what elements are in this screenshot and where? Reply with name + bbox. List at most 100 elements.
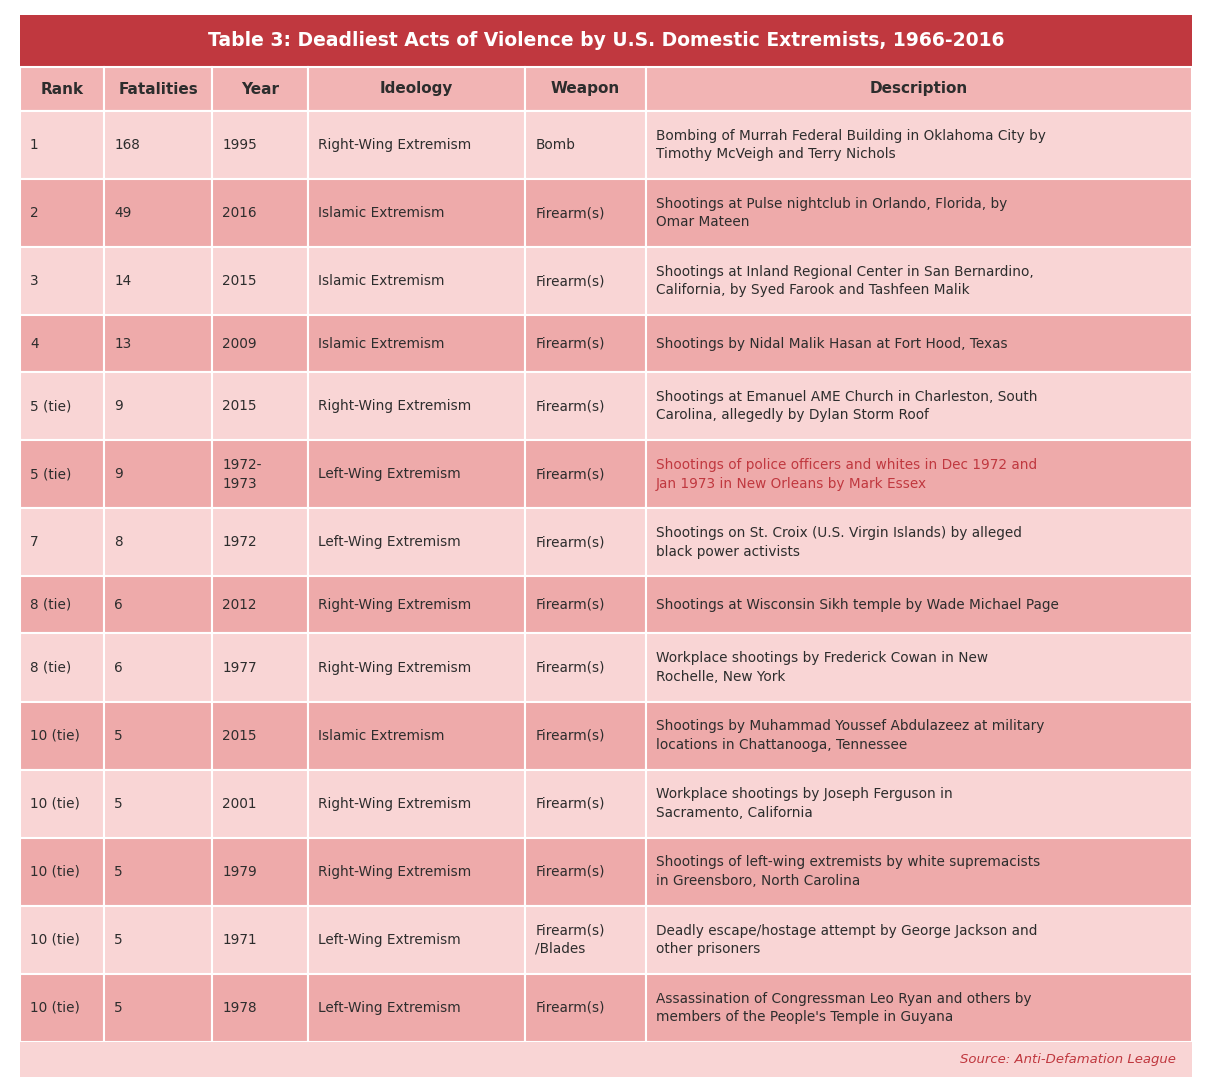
Text: 10 (tie): 10 (tie) (30, 1001, 80, 1014)
Text: 1971: 1971 (222, 933, 257, 947)
Text: 7: 7 (30, 535, 39, 549)
Text: Year: Year (241, 82, 279, 96)
Text: 1979: 1979 (222, 865, 257, 879)
Text: Firearm(s): Firearm(s) (536, 206, 605, 221)
Text: Firearm(s): Firearm(s) (536, 865, 605, 879)
Bar (525, 509, 646, 577)
Text: Firearm(s): Firearm(s) (536, 661, 605, 675)
Text: Firearm(s): Firearm(s) (536, 400, 605, 413)
Bar (104, 111, 212, 179)
Bar (212, 701, 308, 770)
Text: 14: 14 (114, 274, 132, 288)
Bar (104, 905, 212, 974)
Text: 49: 49 (114, 206, 132, 221)
Text: 5 (tie): 5 (tie) (30, 400, 72, 413)
Bar (525, 838, 646, 905)
Text: 2001: 2001 (222, 797, 257, 810)
Text: 8 (tie): 8 (tie) (30, 661, 72, 675)
Bar (525, 770, 646, 838)
Text: Weapon: Weapon (551, 82, 621, 96)
Text: 10 (tie): 10 (tie) (30, 797, 80, 810)
Text: Bombing of Murrah Federal Building in Oklahoma City by
Timothy McVeigh and Terry: Bombing of Murrah Federal Building in Ok… (656, 129, 1046, 162)
Text: Bomb: Bomb (536, 138, 574, 152)
Bar (21, 974, 104, 1042)
Bar (21, 1042, 1191, 1077)
Bar (212, 577, 308, 633)
Bar (525, 179, 646, 247)
Text: 5: 5 (114, 728, 124, 743)
Bar (212, 905, 308, 974)
Bar (21, 770, 104, 838)
Bar (308, 838, 525, 905)
Bar (104, 509, 212, 577)
Bar (646, 577, 1191, 633)
Text: Firearm(s)
/Blades: Firearm(s) /Blades (536, 924, 605, 956)
Text: 1972: 1972 (222, 535, 257, 549)
Bar (525, 440, 646, 509)
Bar (21, 111, 104, 179)
Text: Firearm(s): Firearm(s) (536, 1001, 605, 1014)
Bar (646, 179, 1191, 247)
Text: 2016: 2016 (222, 206, 257, 221)
Bar (21, 316, 104, 372)
Bar (646, 701, 1191, 770)
Text: 168: 168 (114, 138, 141, 152)
Bar (104, 316, 212, 372)
Bar (104, 974, 212, 1042)
Bar (212, 770, 308, 838)
Bar (308, 247, 525, 316)
Bar (308, 701, 525, 770)
Text: Assassination of Congressman Leo Ryan and others by
members of the People's Temp: Assassination of Congressman Leo Ryan an… (656, 992, 1031, 1024)
Text: Rank: Rank (41, 82, 84, 96)
Bar (21, 15, 1191, 67)
Bar (646, 905, 1191, 974)
Bar (21, 247, 104, 316)
Text: Right-Wing Extremism: Right-Wing Extremism (319, 138, 471, 152)
Text: 13: 13 (114, 336, 132, 351)
Text: Left-Wing Extremism: Left-Wing Extremism (319, 1001, 461, 1014)
Text: 1972-
1973: 1972- 1973 (222, 459, 262, 490)
Bar (646, 838, 1191, 905)
Text: 2015: 2015 (222, 274, 257, 288)
Bar (21, 67, 104, 111)
Text: 5 (tie): 5 (tie) (30, 467, 72, 482)
Text: Deadly escape/hostage attempt by George Jackson and
other prisoners: Deadly escape/hostage attempt by George … (656, 924, 1037, 956)
Bar (308, 509, 525, 577)
Bar (212, 372, 308, 440)
Bar (212, 67, 308, 111)
Text: 5: 5 (114, 933, 124, 947)
Text: Ideology: Ideology (381, 82, 453, 96)
Bar (308, 905, 525, 974)
Bar (21, 905, 104, 974)
Text: Shootings at Pulse nightclub in Orlando, Florida, by
Omar Mateen: Shootings at Pulse nightclub in Orlando,… (656, 197, 1007, 229)
Bar (525, 577, 646, 633)
Text: 1: 1 (30, 138, 39, 152)
Text: 10 (tie): 10 (tie) (30, 933, 80, 947)
Text: Firearm(s): Firearm(s) (536, 728, 605, 743)
Bar (308, 67, 525, 111)
Bar (21, 179, 104, 247)
Bar (212, 974, 308, 1042)
Text: Firearm(s): Firearm(s) (536, 797, 605, 810)
Bar (525, 111, 646, 179)
Text: Fatalities: Fatalities (119, 82, 199, 96)
Text: Workplace shootings by Joseph Ferguson in
Sacramento, California: Workplace shootings by Joseph Ferguson i… (656, 787, 953, 820)
Text: Shootings of left-wing extremists by white supremacists
in Greensboro, North Car: Shootings of left-wing extremists by whi… (656, 855, 1040, 888)
Bar (104, 701, 212, 770)
Text: 9: 9 (114, 400, 124, 413)
Bar (212, 316, 308, 372)
Bar (104, 838, 212, 905)
Text: Shootings of police officers and whites in Dec 1972 and
Jan 1973 in New Orleans : Shootings of police officers and whites … (656, 459, 1037, 490)
Text: Left-Wing Extremism: Left-Wing Extremism (319, 535, 461, 549)
Text: Firearm(s): Firearm(s) (536, 535, 605, 549)
Text: 1978: 1978 (222, 1001, 257, 1014)
Bar (308, 633, 525, 701)
Text: 2012: 2012 (222, 598, 257, 612)
Bar (104, 179, 212, 247)
Text: Islamic Extremism: Islamic Extremism (319, 206, 445, 221)
Bar (212, 111, 308, 179)
Bar (21, 633, 104, 701)
Bar (308, 440, 525, 509)
Bar (104, 247, 212, 316)
Bar (646, 247, 1191, 316)
